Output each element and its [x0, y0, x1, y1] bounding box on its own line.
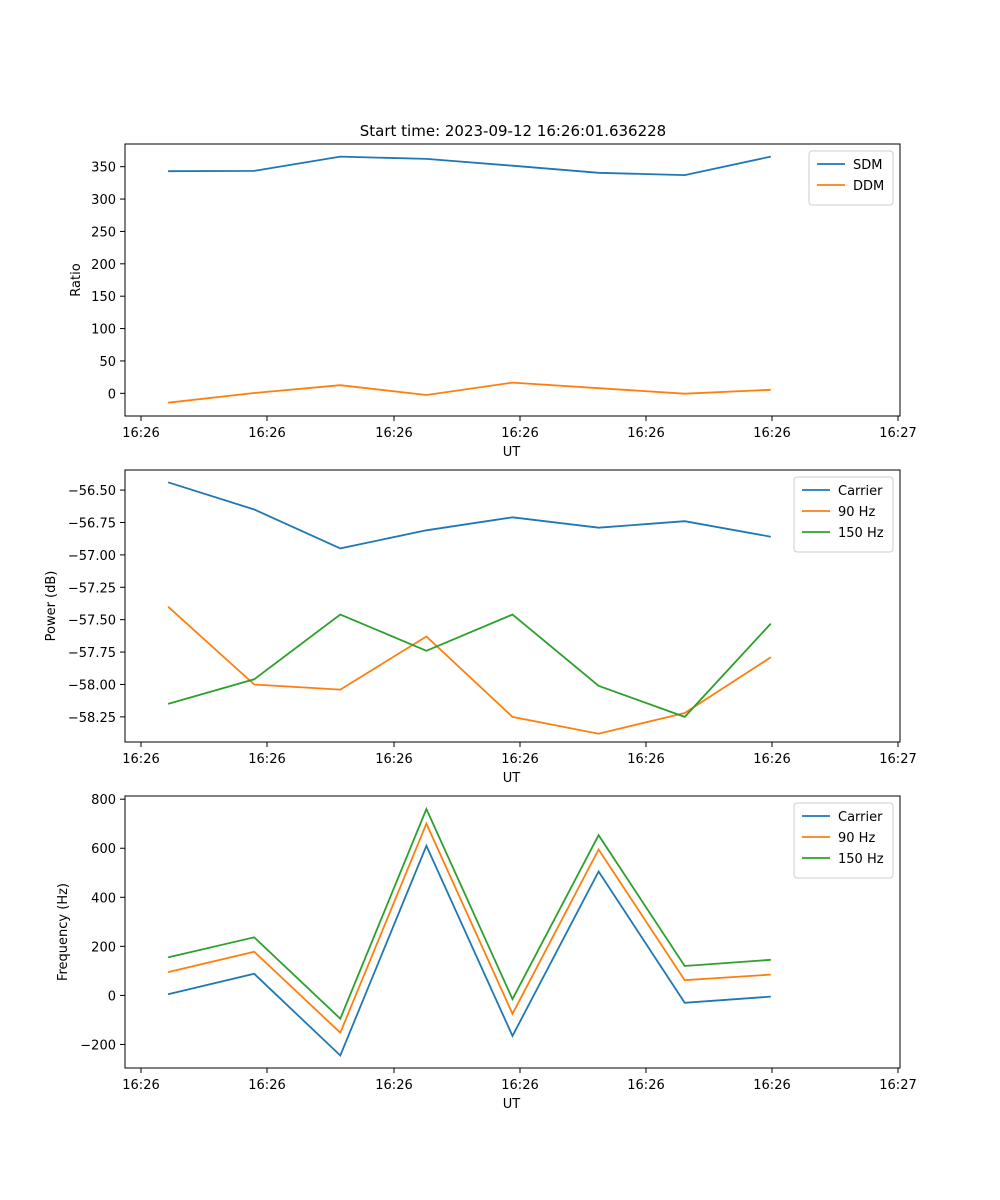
x-tick-label: 16:26 [627, 426, 664, 441]
y-tick-label: −57.50 [68, 614, 116, 629]
y-axis-label: Ratio [69, 263, 84, 296]
x-axis-label: UT [503, 771, 521, 786]
x-tick-label: 16:26 [122, 752, 159, 767]
y-tick-label: −57.00 [68, 549, 116, 564]
90-hz-series-line [167, 821, 771, 1035]
x-tick-label: 16:26 [248, 426, 285, 441]
frequency-panel: 16:26 16:26 16:26 16:26 16:26 16:26 16:27 UT −20… [56, 793, 917, 1112]
axes-frame [124, 469, 901, 743]
legend-label: 90 Hz [838, 505, 875, 520]
x-tick-label: 16:26 [501, 752, 538, 767]
x-tick-label: 16:26 [122, 1078, 159, 1093]
y-tick-label: 300 [91, 193, 116, 208]
y-tick-label: 0 [108, 989, 116, 1004]
x-tick-label: 16:26 [627, 752, 664, 767]
axes-frame [124, 143, 901, 417]
y-tick-label: 150 [91, 290, 116, 305]
y-tick-label: −58.25 [68, 711, 116, 726]
150-hz-series-line [167, 806, 771, 1021]
y-axis-label: Frequency (Hz) [56, 883, 71, 981]
x-tick-label: 16:26 [375, 752, 412, 767]
x-tick-label: 16:26 [753, 426, 790, 441]
y-tick-label: 400 [91, 891, 116, 906]
y-tick-label: 200 [91, 258, 116, 273]
y-tick-label: 100 [91, 323, 116, 338]
figure-title: Start time: 2023-09-12 16:26:01.636228 [360, 122, 666, 140]
power-panel: 16:26 16:26 16:26 16:26 16:26 16:26 16:27 UT −58… [44, 469, 917, 786]
y-tick-label: 250 [91, 225, 116, 240]
ddm-series-line [167, 381, 771, 404]
150-hz-series-line [167, 613, 772, 718]
x-tick-label: 16:26 [122, 426, 159, 441]
x-tick-label: 16:27 [879, 426, 916, 441]
legend-label: 90 Hz [838, 831, 875, 846]
x-tick-label: 16:26 [753, 752, 790, 767]
legend-label: Carrier [838, 484, 883, 499]
axes-frame [124, 795, 901, 1069]
y-tick-label: 350 [91, 161, 116, 176]
x-tick-label: 16:26 [375, 426, 412, 441]
x-tick-label: 16:26 [375, 1078, 412, 1093]
legend-box [793, 802, 894, 879]
x-tick-label: 16:27 [879, 752, 916, 767]
x-tick-label: 16:26 [753, 1078, 790, 1093]
legend-label: 150 Hz [838, 526, 884, 541]
y-tick-label: −56.75 [68, 516, 116, 531]
y-tick-label: −57.25 [68, 581, 116, 596]
y-tick-label: 800 [91, 793, 116, 808]
y-tick-label: 50 [99, 355, 116, 370]
legend-label: 150 Hz [838, 852, 884, 867]
legend-label: SDM [853, 158, 882, 173]
y-tick-label: −58.00 [68, 678, 116, 693]
sdm-series-line [168, 155, 771, 177]
y-tick-label: −57.75 [68, 646, 116, 661]
x-tick-label: 16:26 [501, 426, 538, 441]
legend-box [793, 476, 894, 553]
x-tick-label: 16:27 [879, 1078, 916, 1093]
legend-label: DDM [853, 179, 884, 194]
y-tick-label: −56.50 [68, 484, 116, 499]
90-hz-series-line [167, 606, 772, 735]
y-tick-label: 0 [108, 387, 116, 402]
x-tick-label: 16:26 [627, 1078, 664, 1093]
y-tick-label: 600 [91, 842, 116, 857]
x-axis-label: UT [503, 445, 521, 460]
legend-label: Carrier [838, 810, 883, 825]
x-tick-label: 16:26 [248, 752, 285, 767]
carrier-series-line [167, 843, 771, 1058]
x-tick-label: 16:26 [248, 1078, 285, 1093]
carrier-series-line [167, 481, 771, 550]
ratio-panel: 16:26 16:26 16:26 16:26 16:26 16:26 16:27 UT 0 50… [69, 143, 917, 460]
y-axis-label: Power (dB) [44, 571, 59, 642]
x-tick-label: 16:26 [501, 1078, 538, 1093]
y-tick-label: −200 [80, 1038, 116, 1053]
y-tick-label: 200 [91, 940, 116, 955]
x-axis-label: UT [503, 1097, 521, 1112]
